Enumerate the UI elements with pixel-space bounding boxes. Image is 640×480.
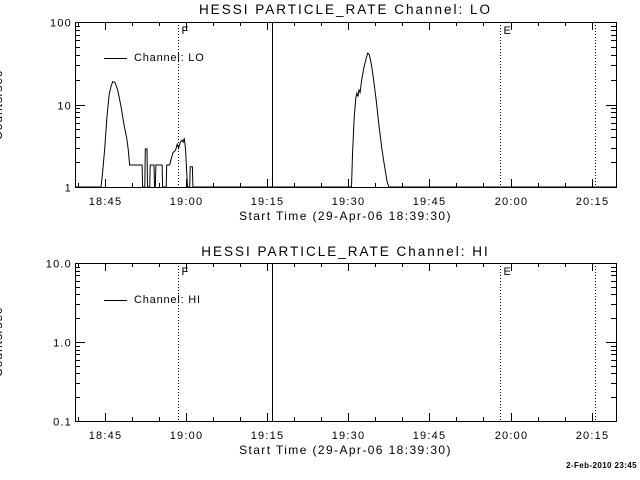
y-tick-label: 100: [50, 18, 72, 30]
x-tick-label: 19:30: [332, 196, 366, 208]
data-curve: [75, 52, 616, 188]
x-tick-label: 19:00: [170, 196, 204, 208]
x-axis-label-lo: Start Time (29-Apr-06 18:39:30): [239, 209, 452, 223]
x-tick-label: 19:30: [332, 430, 366, 442]
x-tick-label: 19:00: [170, 430, 204, 442]
y-axis-label-hi: Counts/sec: [0, 306, 5, 378]
legend-hi: Channel: HI: [104, 294, 201, 306]
x-tick-label: 20:00: [495, 196, 529, 208]
y-tick-label: 1.0: [53, 338, 72, 350]
y-tick-label: 10: [57, 101, 72, 113]
plot-frame: [75, 22, 617, 188]
x-tick-label: 18:45: [89, 196, 123, 208]
x-tick-label: 20:00: [495, 430, 529, 442]
y-tick-label: 0.1: [53, 417, 72, 429]
plot-title-lo: HESSI PARTICLE_RATE Channel: LO: [198, 2, 493, 17]
plot-title-hi: HESSI PARTICLE_RATE Channel: HI: [201, 244, 490, 259]
plot-timestamp: 2-Feb-2010 23:45: [566, 461, 637, 470]
y-tick-label: 1: [65, 183, 72, 195]
x-tick-label: 19:15: [251, 430, 285, 442]
x-tick-label: 19:15: [251, 196, 285, 208]
x-tick-label: 20:15: [576, 196, 610, 208]
legend-label-hi: Channel: HI: [134, 294, 201, 306]
plot-frame: [75, 263, 617, 422]
x-axis-label-hi: Start Time (29-Apr-06 18:39:30): [239, 443, 452, 457]
x-tick-label: 20:15: [576, 430, 610, 442]
event-marker-label: F: [182, 266, 190, 278]
x-tick-label: 18:45: [89, 430, 123, 442]
legend-line-sample-lo: [104, 57, 127, 59]
legend-line-sample-hi: [104, 299, 127, 301]
event-marker-label: F: [182, 25, 190, 37]
legend-label-lo: Channel: LO: [134, 52, 205, 64]
x-tick-label: 19:45: [413, 430, 447, 442]
legend-lo: Channel: LO: [104, 52, 205, 64]
y-axis-label-lo: Counts/sec: [0, 69, 5, 141]
event-marker-label: E: [504, 266, 512, 278]
y-tick-label: 10.0: [46, 259, 72, 271]
event-marker-label: E: [504, 25, 512, 37]
x-tick-label: 19:45: [413, 196, 447, 208]
